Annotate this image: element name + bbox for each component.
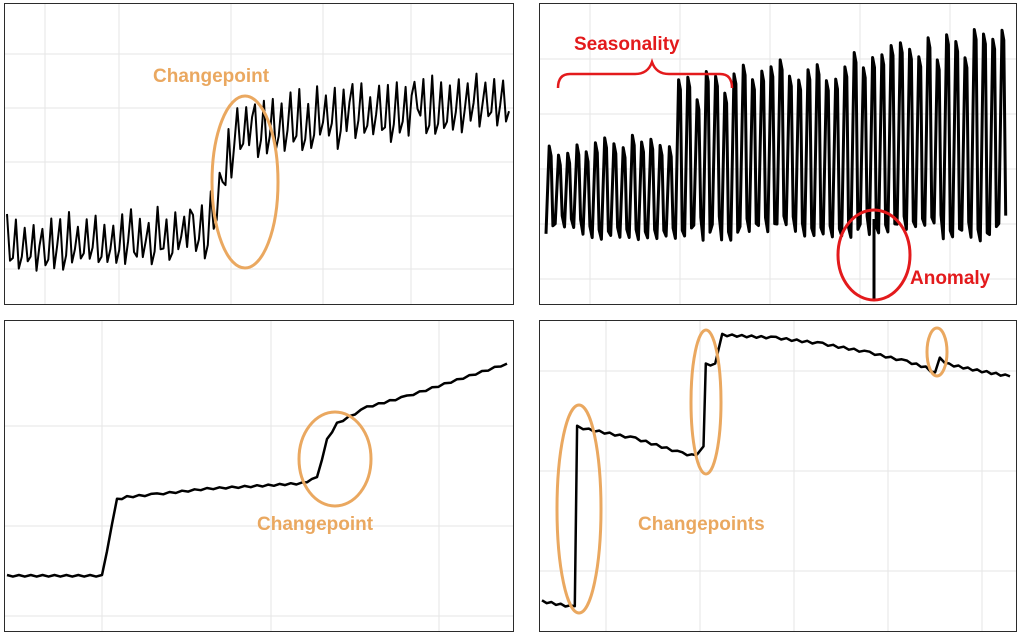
series-line (6, 72, 510, 272)
changepoint-label: Changepoint (153, 66, 270, 87)
series-line (544, 28, 1008, 243)
changepoint-ellipse-3 (925, 326, 949, 378)
anomaly-circle (836, 208, 912, 302)
chart-panel-changepoint-noisy: Changepoint (4, 3, 514, 305)
anomaly-label: Anomaly (910, 268, 991, 289)
chart-panel-multiple-changepoints: Changepoints (539, 320, 1017, 632)
chart-panel-seasonality-anomaly: Seasonality Anomaly (539, 3, 1017, 305)
series-line (541, 332, 1011, 608)
chart-panel-changepoint-step: Changepoint (4, 320, 514, 632)
changepoints-label: Changepoints (638, 514, 765, 535)
seasonality-brace (556, 58, 734, 89)
series-line (6, 362, 508, 578)
changepoint-ellipse-1 (555, 403, 603, 615)
chart-svg (5, 321, 513, 631)
chart-svg (540, 4, 1016, 304)
changepoint-ellipse-2 (689, 328, 723, 476)
seasonality-label: Seasonality (574, 34, 680, 55)
changepoint-ellipse (210, 94, 280, 270)
chart-svg (5, 4, 513, 304)
changepoint-ellipse (297, 410, 373, 508)
chart-svg (540, 321, 1016, 631)
changepoint-label: Changepoint (257, 514, 374, 535)
